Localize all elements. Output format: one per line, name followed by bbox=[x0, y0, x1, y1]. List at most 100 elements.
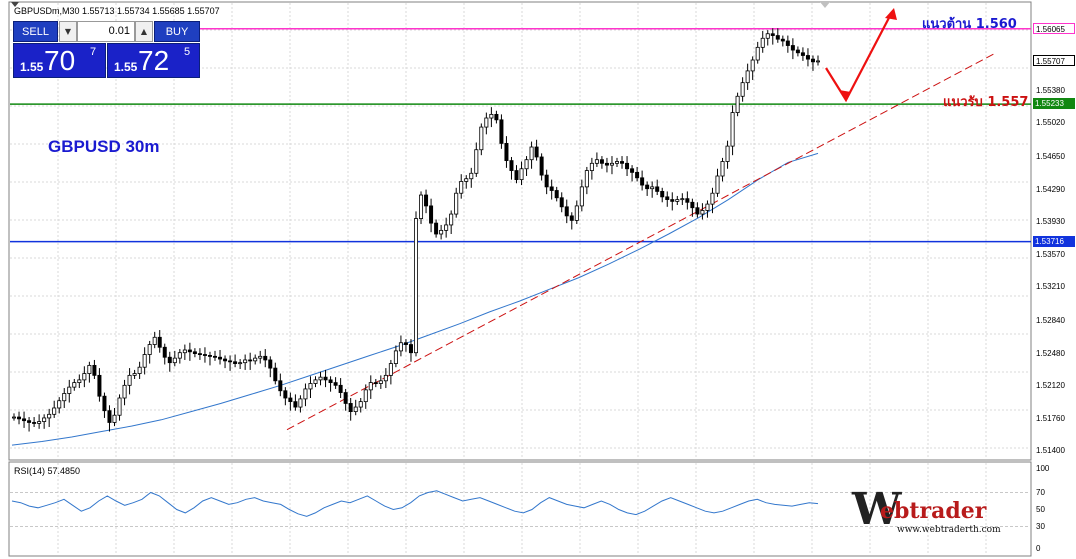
candle-body bbox=[112, 414, 117, 423]
candle-body bbox=[142, 354, 147, 368]
sell-price-prefix: 1.55 bbox=[20, 60, 44, 74]
candle-body bbox=[589, 162, 594, 171]
candle-body bbox=[238, 362, 243, 365]
candle-body bbox=[288, 397, 293, 403]
candle-body bbox=[293, 401, 298, 408]
candle-body bbox=[328, 379, 333, 384]
candle-body bbox=[499, 119, 504, 144]
candle-body bbox=[137, 366, 142, 374]
candle-body bbox=[388, 363, 393, 376]
candle-body bbox=[333, 382, 338, 386]
buy-button[interactable]: BUY bbox=[154, 21, 200, 42]
arrow-head-up bbox=[885, 8, 897, 20]
candle-body bbox=[268, 359, 273, 369]
rsi-frame bbox=[8, 461, 1032, 557]
candle-body bbox=[11, 416, 16, 419]
candle-body bbox=[47, 413, 52, 419]
candles bbox=[11, 28, 821, 432]
candle-body bbox=[489, 113, 494, 119]
candle-body bbox=[715, 175, 720, 194]
candle-body bbox=[519, 168, 524, 181]
candle-body bbox=[383, 374, 388, 382]
candle-body bbox=[770, 33, 775, 36]
main-chart-frame bbox=[8, 1, 1032, 461]
price-axis-label: 1.51760 bbox=[1036, 413, 1065, 423]
candle-body bbox=[243, 359, 248, 364]
rsi-axis-label: 50 bbox=[1036, 504, 1045, 514]
candle-body bbox=[539, 156, 544, 176]
candle-body bbox=[403, 342, 408, 345]
candle-body bbox=[514, 170, 519, 181]
lot-increase-button[interactable]: ▲ bbox=[135, 21, 153, 42]
candle-body bbox=[635, 171, 640, 179]
candle-body bbox=[27, 420, 32, 423]
rsi-indicator-label: RSI(14) 57.4850 bbox=[14, 466, 81, 476]
candle-body bbox=[77, 379, 82, 384]
candle-body bbox=[529, 146, 534, 161]
price-axis-label: 1.52840 bbox=[1036, 315, 1065, 325]
candle-body bbox=[52, 407, 57, 415]
lot-decrease-button[interactable]: ▼ bbox=[59, 21, 77, 42]
candle-body bbox=[504, 142, 509, 162]
candle-body bbox=[800, 52, 805, 56]
candle-body bbox=[62, 393, 67, 402]
candle-body bbox=[212, 355, 217, 358]
candle-body bbox=[393, 350, 398, 364]
one-click-trading-panel: SELL ▼ 0.01 ▲ BUY 1.55 70 7 1.55 72 5 bbox=[13, 21, 200, 78]
candle-body bbox=[363, 389, 368, 403]
candle-body bbox=[615, 161, 620, 164]
candle-body bbox=[152, 336, 157, 345]
candle-body bbox=[735, 95, 740, 113]
candle-body bbox=[348, 403, 353, 412]
buy-price-fraction: 5 bbox=[184, 46, 191, 58]
candle-body bbox=[534, 146, 539, 158]
buy-price-quote[interactable]: 1.55 72 5 bbox=[107, 43, 200, 78]
resistance-annotation: แนวต้าน 1.560 bbox=[922, 17, 1017, 32]
candle-body bbox=[192, 351, 197, 355]
candle-body bbox=[680, 198, 685, 201]
candle-body bbox=[594, 159, 599, 164]
candle-body bbox=[755, 46, 760, 61]
rsi-grid bbox=[10, 463, 1030, 555]
candle-body bbox=[559, 197, 564, 208]
candle-body bbox=[17, 416, 22, 420]
lot-size-input[interactable]: 0.01 bbox=[77, 21, 135, 42]
candle-body bbox=[72, 382, 77, 388]
rsi-line bbox=[11, 490, 819, 517]
candle-body bbox=[444, 224, 449, 231]
candle-body bbox=[650, 186, 655, 190]
candle-body bbox=[625, 162, 630, 170]
candle-body bbox=[434, 222, 439, 235]
candle-body bbox=[253, 357, 258, 362]
buy-price-prefix: 1.55 bbox=[114, 60, 138, 74]
candle-body bbox=[790, 45, 795, 51]
candle-body bbox=[273, 367, 278, 382]
candle-body bbox=[167, 356, 172, 364]
arrow-head-down bbox=[839, 90, 851, 102]
candle-body bbox=[609, 162, 614, 166]
rsi-axis-label: 0 bbox=[1036, 544, 1041, 553]
candle-body bbox=[177, 352, 182, 359]
horizontal-levels bbox=[10, 28, 1031, 243]
candle-body bbox=[604, 162, 609, 166]
candle-body bbox=[685, 198, 690, 203]
sell-button[interactable]: SELL bbox=[13, 21, 58, 42]
candle-body bbox=[720, 161, 725, 177]
candle-body bbox=[82, 373, 87, 381]
candle-body bbox=[554, 190, 559, 199]
candle-body bbox=[117, 397, 122, 416]
candle-body bbox=[172, 357, 177, 364]
candle-body bbox=[710, 192, 715, 205]
candle-body bbox=[660, 191, 665, 198]
candle-body bbox=[725, 145, 730, 162]
candle-body bbox=[323, 376, 328, 381]
candle-body bbox=[263, 355, 268, 361]
candle-body bbox=[147, 344, 152, 355]
candle-body bbox=[223, 358, 228, 362]
candle-body bbox=[248, 359, 253, 362]
logo-initial: W bbox=[852, 484, 902, 535]
sell-price-quote[interactable]: 1.55 70 7 bbox=[13, 43, 106, 78]
candle-body bbox=[439, 229, 444, 235]
